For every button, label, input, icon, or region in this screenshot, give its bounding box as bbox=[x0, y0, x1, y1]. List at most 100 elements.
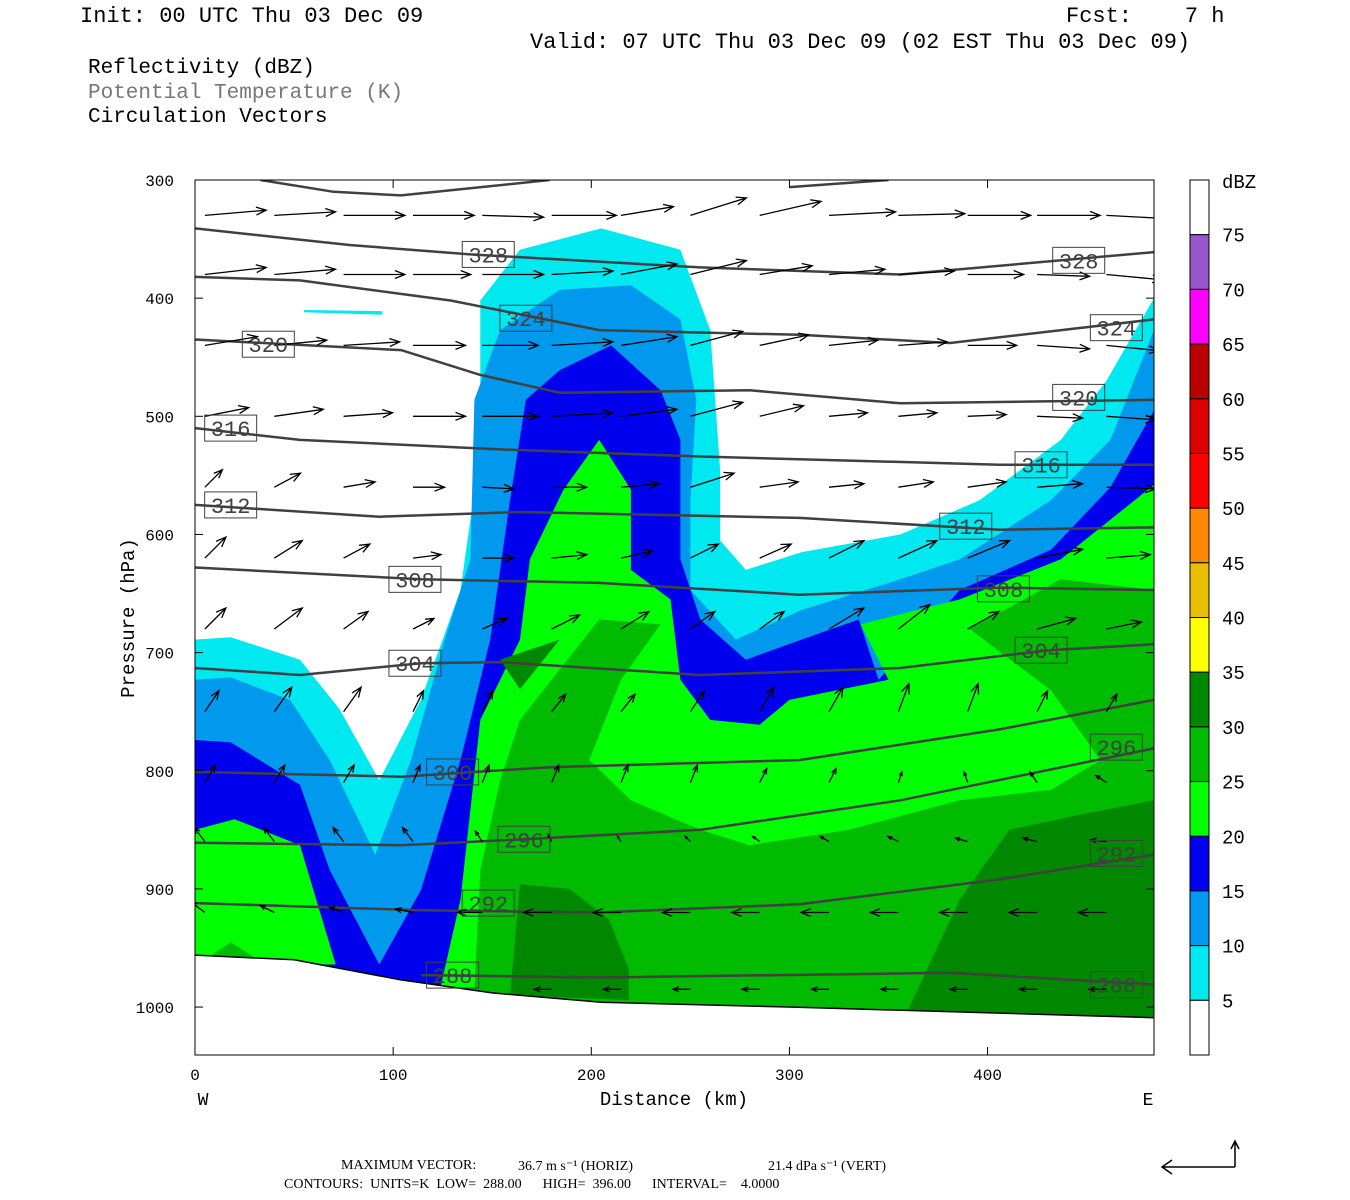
circulation-vector bbox=[1106, 344, 1154, 355]
circulation-vector bbox=[690, 543, 720, 559]
theta-label-box bbox=[426, 758, 480, 786]
circulation-vector bbox=[898, 209, 967, 219]
reflectivity-fill-25dbz bbox=[204, 942, 255, 960]
circulation-vector bbox=[482, 340, 541, 351]
circulation-vector bbox=[740, 986, 760, 993]
y-tick-label-800: 800 bbox=[145, 764, 174, 782]
circulation-vector bbox=[273, 685, 293, 713]
theta-label-288: 288 bbox=[433, 965, 473, 990]
circulation-vector bbox=[204, 763, 217, 783]
circulation-vector bbox=[759, 403, 806, 417]
theta-label-box bbox=[1052, 246, 1106, 274]
circulation-vector bbox=[690, 196, 749, 217]
theta-contour-288 bbox=[420, 971, 1154, 986]
field-title-vectors: Circulation Vectors bbox=[88, 106, 328, 129]
circulation-vector bbox=[620, 333, 679, 347]
circulation-vector bbox=[273, 606, 304, 630]
theta-label-292: 292 bbox=[468, 893, 508, 918]
circulation-vector bbox=[828, 336, 880, 347]
theta-label-box bbox=[1014, 636, 1068, 664]
circulation-vector bbox=[482, 269, 546, 280]
x-tick-label-100: 100 bbox=[379, 1067, 408, 1085]
theta-label-box bbox=[388, 649, 442, 677]
reference-vector-icon bbox=[1160, 1139, 1240, 1175]
circulation-vector bbox=[551, 266, 615, 277]
circulation-vector bbox=[1029, 770, 1038, 783]
theta-label-324: 324 bbox=[1097, 318, 1137, 343]
circulation-vector bbox=[620, 479, 662, 490]
field-title-theta: Potential Temperature (K) bbox=[88, 82, 404, 105]
circulation-vector bbox=[828, 685, 844, 713]
circulation-vector bbox=[897, 682, 910, 712]
y-axis-label: Pressure (hPa) bbox=[118, 538, 140, 698]
x-end-label-west: W bbox=[198, 1091, 209, 1111]
theta-label-316: 316 bbox=[1021, 455, 1061, 480]
theta-contour-304 bbox=[195, 643, 1154, 677]
colorbar-label-20: 20 bbox=[1222, 827, 1245, 849]
theta-label-304: 304 bbox=[395, 653, 435, 678]
colorbar-segment bbox=[1189, 179, 1210, 236]
theta-contour-332 bbox=[260, 180, 550, 197]
circulation-vector bbox=[274, 336, 329, 347]
theta-label-box bbox=[1052, 383, 1106, 411]
max-vector-label: MAXIMUM VECTOR: bbox=[341, 1158, 477, 1173]
circulation-vector bbox=[1087, 986, 1107, 993]
circulation-vector bbox=[551, 614, 582, 630]
theta-label-box bbox=[426, 961, 480, 989]
circulation-vector bbox=[937, 907, 968, 918]
theta-label-312: 312 bbox=[211, 495, 251, 520]
y-tick-label-600: 600 bbox=[145, 527, 174, 545]
circulation-vector bbox=[1021, 836, 1038, 843]
circulation-vector bbox=[343, 543, 372, 559]
circulation-vector bbox=[343, 269, 407, 280]
circulation-vector bbox=[413, 269, 473, 280]
circulation-vector bbox=[204, 333, 260, 347]
circulation-vector bbox=[1036, 616, 1078, 630]
colorbar-label-65: 65 bbox=[1222, 335, 1245, 357]
circulation-vector bbox=[729, 907, 760, 918]
theta-label-320: 320 bbox=[1059, 387, 1099, 412]
colorbar-label-70: 70 bbox=[1222, 280, 1245, 302]
circulation-vector bbox=[818, 835, 830, 843]
circulation-vector bbox=[690, 471, 736, 488]
colorbar-label-45: 45 bbox=[1222, 554, 1245, 576]
theta-label-328: 328 bbox=[1059, 250, 1099, 275]
y-tick-label-1000: 1000 bbox=[136, 1000, 174, 1018]
circulation-vector bbox=[412, 763, 421, 783]
theta-label-300: 300 bbox=[433, 762, 473, 787]
theta-contour-328 bbox=[195, 227, 1154, 276]
circulation-vector bbox=[671, 986, 691, 993]
circulation-vector bbox=[262, 826, 275, 842]
x-axis-label: Distance (km) bbox=[600, 1089, 748, 1111]
theta-label-box bbox=[1089, 314, 1143, 342]
circulation-vector bbox=[481, 689, 494, 712]
valid-time: Valid: 07 UTC Thu 03 Dec 09 (02 EST Thu … bbox=[530, 30, 1191, 55]
theta-label-312: 312 bbox=[946, 516, 986, 541]
circulation-vector bbox=[690, 400, 745, 417]
y-tick-label-900: 900 bbox=[145, 882, 174, 900]
circulation-vector bbox=[413, 482, 447, 492]
theta-label-box bbox=[204, 491, 258, 519]
theta-label-box bbox=[1089, 839, 1143, 867]
circulation-vector bbox=[1106, 619, 1144, 630]
colorbar-label-50: 50 bbox=[1222, 499, 1245, 521]
colorbar-segment bbox=[1189, 890, 1210, 947]
circulation-vector bbox=[1037, 413, 1085, 423]
circulation-vector bbox=[551, 763, 560, 783]
theta-label-296: 296 bbox=[1097, 737, 1137, 762]
colorbar-label-5: 5 bbox=[1222, 991, 1233, 1013]
circulation-vector bbox=[759, 685, 775, 713]
circulation-vector bbox=[759, 543, 793, 559]
colorbar-label-55: 55 bbox=[1222, 444, 1245, 466]
colorbar-segment bbox=[1189, 343, 1210, 400]
colorbar-segment bbox=[1189, 288, 1210, 345]
colorbar-segment bbox=[1189, 726, 1210, 783]
theta-label-box bbox=[1089, 971, 1143, 999]
circulation-vector bbox=[591, 907, 621, 918]
circulation-vector bbox=[343, 763, 355, 783]
circulation-vector bbox=[1105, 692, 1118, 713]
circulation-vector bbox=[601, 986, 621, 993]
contour-info: CONTOURS: UNITS=K LOW= 288.00 HIGH= 396.… bbox=[284, 1177, 780, 1192]
circulation-vector bbox=[967, 340, 1019, 351]
theta-label-288: 288 bbox=[1097, 975, 1137, 1000]
